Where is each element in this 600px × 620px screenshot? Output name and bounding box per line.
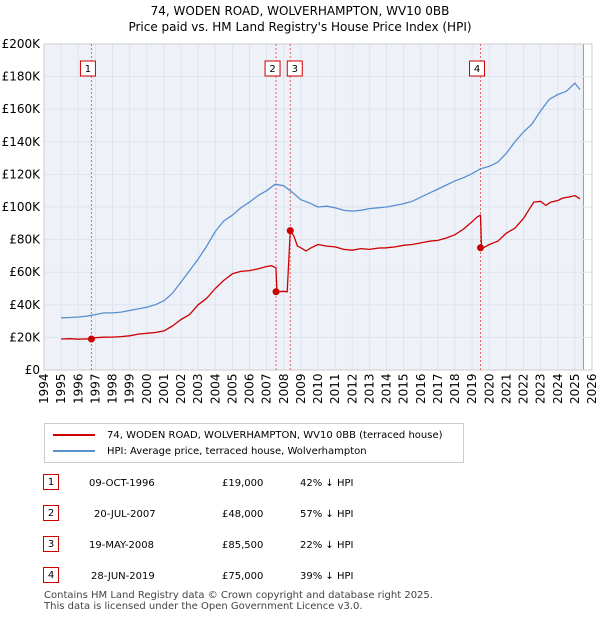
footer-line-license: This data is licensed under the Open Gov… xyxy=(44,601,363,612)
x-tick-label: 2001 xyxy=(157,373,171,404)
legend-swatch-hpi xyxy=(53,450,95,452)
legend-label-hpi: HPI: Average price, terraced house, Wolv… xyxy=(107,445,367,457)
sale-price: £85,500 xyxy=(222,540,264,551)
sale-date: 28-JUN-2019 xyxy=(91,571,155,582)
y-tick-label: £120K xyxy=(2,167,42,181)
sale-number-label: 1 xyxy=(85,64,91,75)
x-tick-label: 2011 xyxy=(328,373,342,404)
y-tick-label: £100K xyxy=(2,200,42,214)
y-tick-label: £160K xyxy=(2,102,42,116)
hpi-line xyxy=(61,82,581,319)
x-tick-label: 2024 xyxy=(551,373,565,404)
sale-number-box xyxy=(286,60,303,77)
sale-hpi-diff: 22% ↓ HPI xyxy=(300,540,354,551)
x-tick-label: 1995 xyxy=(54,373,68,404)
x-tick-label: 2014 xyxy=(380,373,394,404)
footer-line-copyright: Contains HM Land Registry data © Crown c… xyxy=(44,590,433,601)
table-row: 3 19-MAY-2008 £85,500 22% ↓ HPI xyxy=(0,536,600,556)
sale-point xyxy=(286,227,294,235)
y-tick-label: £80K xyxy=(9,233,41,247)
x-tick-label: 1996 xyxy=(71,373,85,404)
x-tick-label: 2012 xyxy=(345,373,359,404)
sale-badge: 4 xyxy=(43,567,59,583)
chart-legend: 74, WODEN ROAD, WOLVERHAMPTON, WV10 0BB … xyxy=(44,423,464,463)
chart-subtitle: Price paid vs. HM Land Registry's House … xyxy=(128,20,472,34)
sale-number-label: 3 xyxy=(292,64,298,75)
x-tick-label: 2019 xyxy=(465,373,479,404)
sale-number-box xyxy=(264,60,281,77)
property-price-line xyxy=(61,194,581,340)
sale-number-box xyxy=(469,60,486,77)
sale-price: £48,000 xyxy=(222,509,264,520)
y-tick-label: £60K xyxy=(9,265,41,279)
sale-point xyxy=(87,335,95,343)
sale-date: 19-MAY-2008 xyxy=(89,540,155,551)
x-tick-label: 2007 xyxy=(260,373,274,404)
y-tick-label: £40K xyxy=(9,298,41,312)
sale-badge: 1 xyxy=(43,474,59,490)
x-tick-label: 2002 xyxy=(174,373,188,404)
sale-hpi-diff: 39% ↓ HPI xyxy=(300,571,354,582)
sale-date: 20-JUL-2007 xyxy=(94,509,156,520)
sale-price: £19,000 xyxy=(222,478,264,489)
x-tick-label: 1999 xyxy=(123,373,137,404)
sale-price: £75,000 xyxy=(222,571,264,582)
x-tick-label: 2016 xyxy=(414,373,428,404)
sale-date: 09-OCT-1996 xyxy=(89,478,155,489)
x-tick-label: 2017 xyxy=(431,373,445,404)
sale-hpi-diff: 42% ↓ HPI xyxy=(300,478,354,489)
x-tick-label: 2018 xyxy=(448,373,462,404)
sale-point xyxy=(272,288,280,296)
y-tick-label: £200K xyxy=(2,37,42,51)
legend-item-property: 74, WODEN ROAD, WOLVERHAMPTON, WV10 0BB … xyxy=(53,427,443,443)
x-tick-label: 2003 xyxy=(191,373,205,404)
sale-point xyxy=(477,244,485,252)
y-tick-label: £20K xyxy=(9,330,41,344)
x-tick-label: 2013 xyxy=(362,373,376,404)
table-row: 4 28-JUN-2019 £75,000 39% ↓ HPI xyxy=(0,567,600,587)
footer-license: Contains HM Land Registry data © Crown c… xyxy=(44,590,433,612)
price-chart: £0 £20K £40K £60K £80K £100K £120K £140K £160K £1… xyxy=(2,37,599,404)
legend-swatch-property xyxy=(53,434,95,436)
sale-badge: 2 xyxy=(43,505,59,521)
legend-label-property: 74, WODEN ROAD, WOLVERHAMPTON, WV10 0BB … xyxy=(107,429,443,441)
sale-number-box xyxy=(79,60,96,77)
x-tick-label: 2025 xyxy=(568,373,582,404)
x-tick-label: 2015 xyxy=(397,373,411,404)
sale-number-label: 2 xyxy=(269,64,275,75)
x-tick-label: 2005 xyxy=(225,373,239,404)
x-tick-label: 2006 xyxy=(243,373,257,404)
x-tick-label: 2010 xyxy=(311,373,325,404)
x-tick-label: 2004 xyxy=(208,373,222,404)
x-tick-label: 2008 xyxy=(277,373,291,404)
x-tick-label: 2023 xyxy=(534,373,548,404)
plot-frame xyxy=(43,43,593,371)
x-tick-label: 1998 xyxy=(106,373,120,404)
sale-number-label: 4 xyxy=(474,64,480,75)
x-tick-label: 1997 xyxy=(88,373,102,404)
x-tick-label: 2000 xyxy=(140,373,154,404)
sale-hpi-diff: 57% ↓ HPI xyxy=(300,509,354,520)
x-tick-label: 2009 xyxy=(294,373,308,404)
table-row: 2 20-JUL-2007 £48,000 57% ↓ HPI xyxy=(0,505,600,525)
chart-title-address: 74, WODEN ROAD, WOLVERHAMPTON, WV10 0BB xyxy=(150,4,450,18)
x-tick-label: 2026 xyxy=(585,373,599,404)
x-tick-label: 2022 xyxy=(517,373,531,404)
x-tick-label: 2020 xyxy=(482,373,496,404)
y-tick-label: £180K xyxy=(2,70,42,84)
sale-badge: 3 xyxy=(43,536,59,552)
x-tick-label: 2021 xyxy=(499,373,513,404)
legend-item-hpi: HPI: Average price, terraced house, Wolv… xyxy=(53,443,367,459)
y-tick-label: £140K xyxy=(2,135,42,149)
x-tick-label: 1994 xyxy=(37,373,51,404)
table-row: 1 09-OCT-1996 £19,000 42% ↓ HPI xyxy=(0,474,600,494)
y-tick-label: £0 xyxy=(25,363,40,377)
